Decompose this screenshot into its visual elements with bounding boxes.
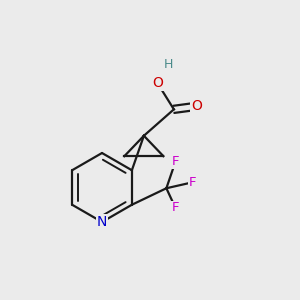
Text: F: F — [172, 155, 179, 168]
Text: F: F — [172, 201, 179, 214]
Text: O: O — [152, 76, 163, 90]
Text: F: F — [189, 176, 196, 189]
Text: N: N — [97, 215, 107, 229]
Text: H: H — [164, 58, 173, 71]
Text: O: O — [191, 99, 202, 113]
